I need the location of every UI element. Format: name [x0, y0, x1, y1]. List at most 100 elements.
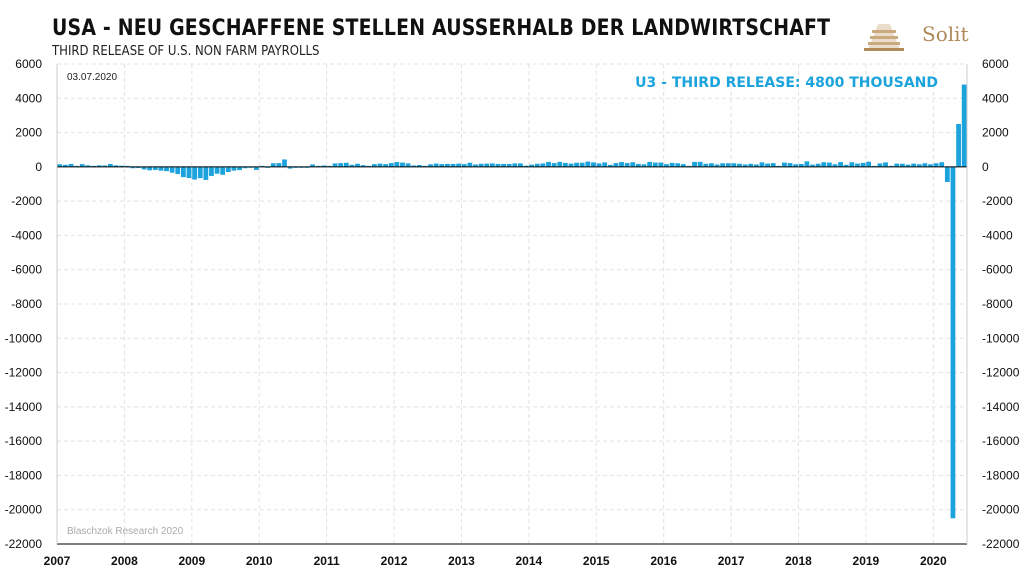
bar — [725, 163, 731, 167]
bar — [838, 162, 843, 167]
bar — [928, 164, 933, 167]
bar — [518, 163, 523, 167]
y-axis-left: 6000 4000 2000 0 -2000 -4000 -6000 -8000 -10000 -… — [5, 57, 43, 551]
bar — [770, 163, 776, 167]
bar — [214, 166, 220, 174]
x-tick-label: 2014 — [516, 554, 543, 568]
bar — [956, 124, 961, 167]
bar — [540, 163, 546, 167]
bar — [411, 165, 417, 167]
x-tick-label: 2020 — [920, 554, 947, 568]
bar — [450, 163, 456, 167]
bar — [849, 162, 855, 167]
y-tick-label-left: 6000 — [15, 57, 42, 71]
y-tick-label-right: -14000 — [982, 400, 1020, 414]
y-tick-label-left: -8000 — [11, 297, 42, 311]
grid-layer — [57, 63, 967, 545]
bar — [596, 163, 602, 167]
bar — [821, 162, 827, 167]
bar — [832, 164, 838, 167]
bar — [79, 164, 85, 167]
bar — [400, 162, 405, 167]
y-tick-label-left: -16000 — [5, 434, 43, 448]
bar — [619, 162, 624, 167]
bar — [63, 164, 68, 167]
bar — [585, 161, 591, 167]
y-tick-label-right: -4000 — [982, 228, 1013, 242]
bar — [501, 163, 506, 167]
bar — [860, 162, 866, 167]
y-tick-label-left: -22000 — [5, 537, 43, 551]
x-tick-label: 2016 — [650, 554, 677, 568]
bar — [888, 165, 894, 167]
solit-logo-icon — [864, 24, 904, 51]
bar — [366, 165, 372, 167]
bar — [669, 162, 675, 167]
bar — [911, 163, 917, 167]
y-tick-label-left: 0 — [35, 160, 42, 174]
y-tick-label-right: -10000 — [982, 331, 1020, 345]
y-tick-label-right: 2000 — [982, 126, 1009, 140]
x-tick-label: 2018 — [785, 554, 812, 568]
bar — [405, 163, 411, 167]
chart-subtitle: THIRD RELEASE OF U.S. NON FARM PAYROLLS — [52, 44, 320, 59]
bar — [961, 84, 967, 167]
bar — [96, 165, 102, 167]
bar — [186, 166, 192, 178]
x-tick-label: 2008 — [111, 554, 138, 568]
y-tick-label-left: 2000 — [15, 126, 42, 140]
bar — [276, 163, 282, 167]
bar — [652, 162, 658, 167]
bar — [692, 161, 697, 167]
bar — [512, 163, 518, 167]
bar — [360, 165, 366, 167]
bar — [332, 163, 338, 167]
bar — [933, 163, 939, 167]
bar — [664, 164, 669, 167]
bar — [546, 161, 551, 167]
bar — [675, 163, 681, 167]
bar — [321, 165, 327, 167]
bar — [748, 163, 754, 167]
y-tick-label-left: -20000 — [5, 503, 43, 517]
bar — [57, 164, 63, 167]
x-tick-label: 2015 — [583, 554, 610, 568]
bar — [810, 164, 815, 167]
bar — [815, 163, 821, 167]
y-tick-label-left: -2000 — [11, 194, 42, 208]
bar — [91, 165, 96, 167]
y-axis-right: 6000 4000 2000 0 -2000 -4000 -6000 -8000 -10000 -… — [982, 57, 1020, 551]
y-tick-label-right: -12000 — [982, 366, 1020, 380]
bar — [720, 163, 726, 167]
bar — [287, 166, 293, 169]
bar — [158, 166, 164, 171]
bar — [804, 161, 810, 167]
x-tick-label: 2011 — [314, 554, 340, 568]
bar — [371, 164, 377, 167]
bar — [647, 161, 653, 167]
y-tick-label-left: -10000 — [5, 331, 43, 345]
bar — [630, 162, 636, 167]
bar — [529, 164, 535, 167]
bar — [192, 166, 198, 180]
x-tick-label: 2010 — [246, 554, 273, 568]
bar — [152, 166, 158, 170]
bar — [843, 164, 849, 167]
x-tick-label: 2017 — [718, 554, 745, 568]
bar — [944, 166, 950, 182]
bar — [433, 163, 439, 167]
bar — [428, 164, 433, 167]
x-tick-label: 2012 — [381, 554, 408, 568]
bar — [197, 166, 203, 179]
bar — [394, 162, 400, 167]
bar — [826, 162, 832, 167]
watermark: Blaschzok Research 2020 — [67, 526, 184, 537]
bar — [939, 162, 945, 167]
y-tick-label-right: -16000 — [982, 434, 1020, 448]
bar — [467, 162, 473, 167]
bar — [506, 163, 512, 167]
bar — [534, 163, 540, 167]
bar — [310, 164, 315, 167]
x-tick-label: 2009 — [178, 554, 205, 568]
y-tick-label-right: -6000 — [982, 263, 1013, 277]
